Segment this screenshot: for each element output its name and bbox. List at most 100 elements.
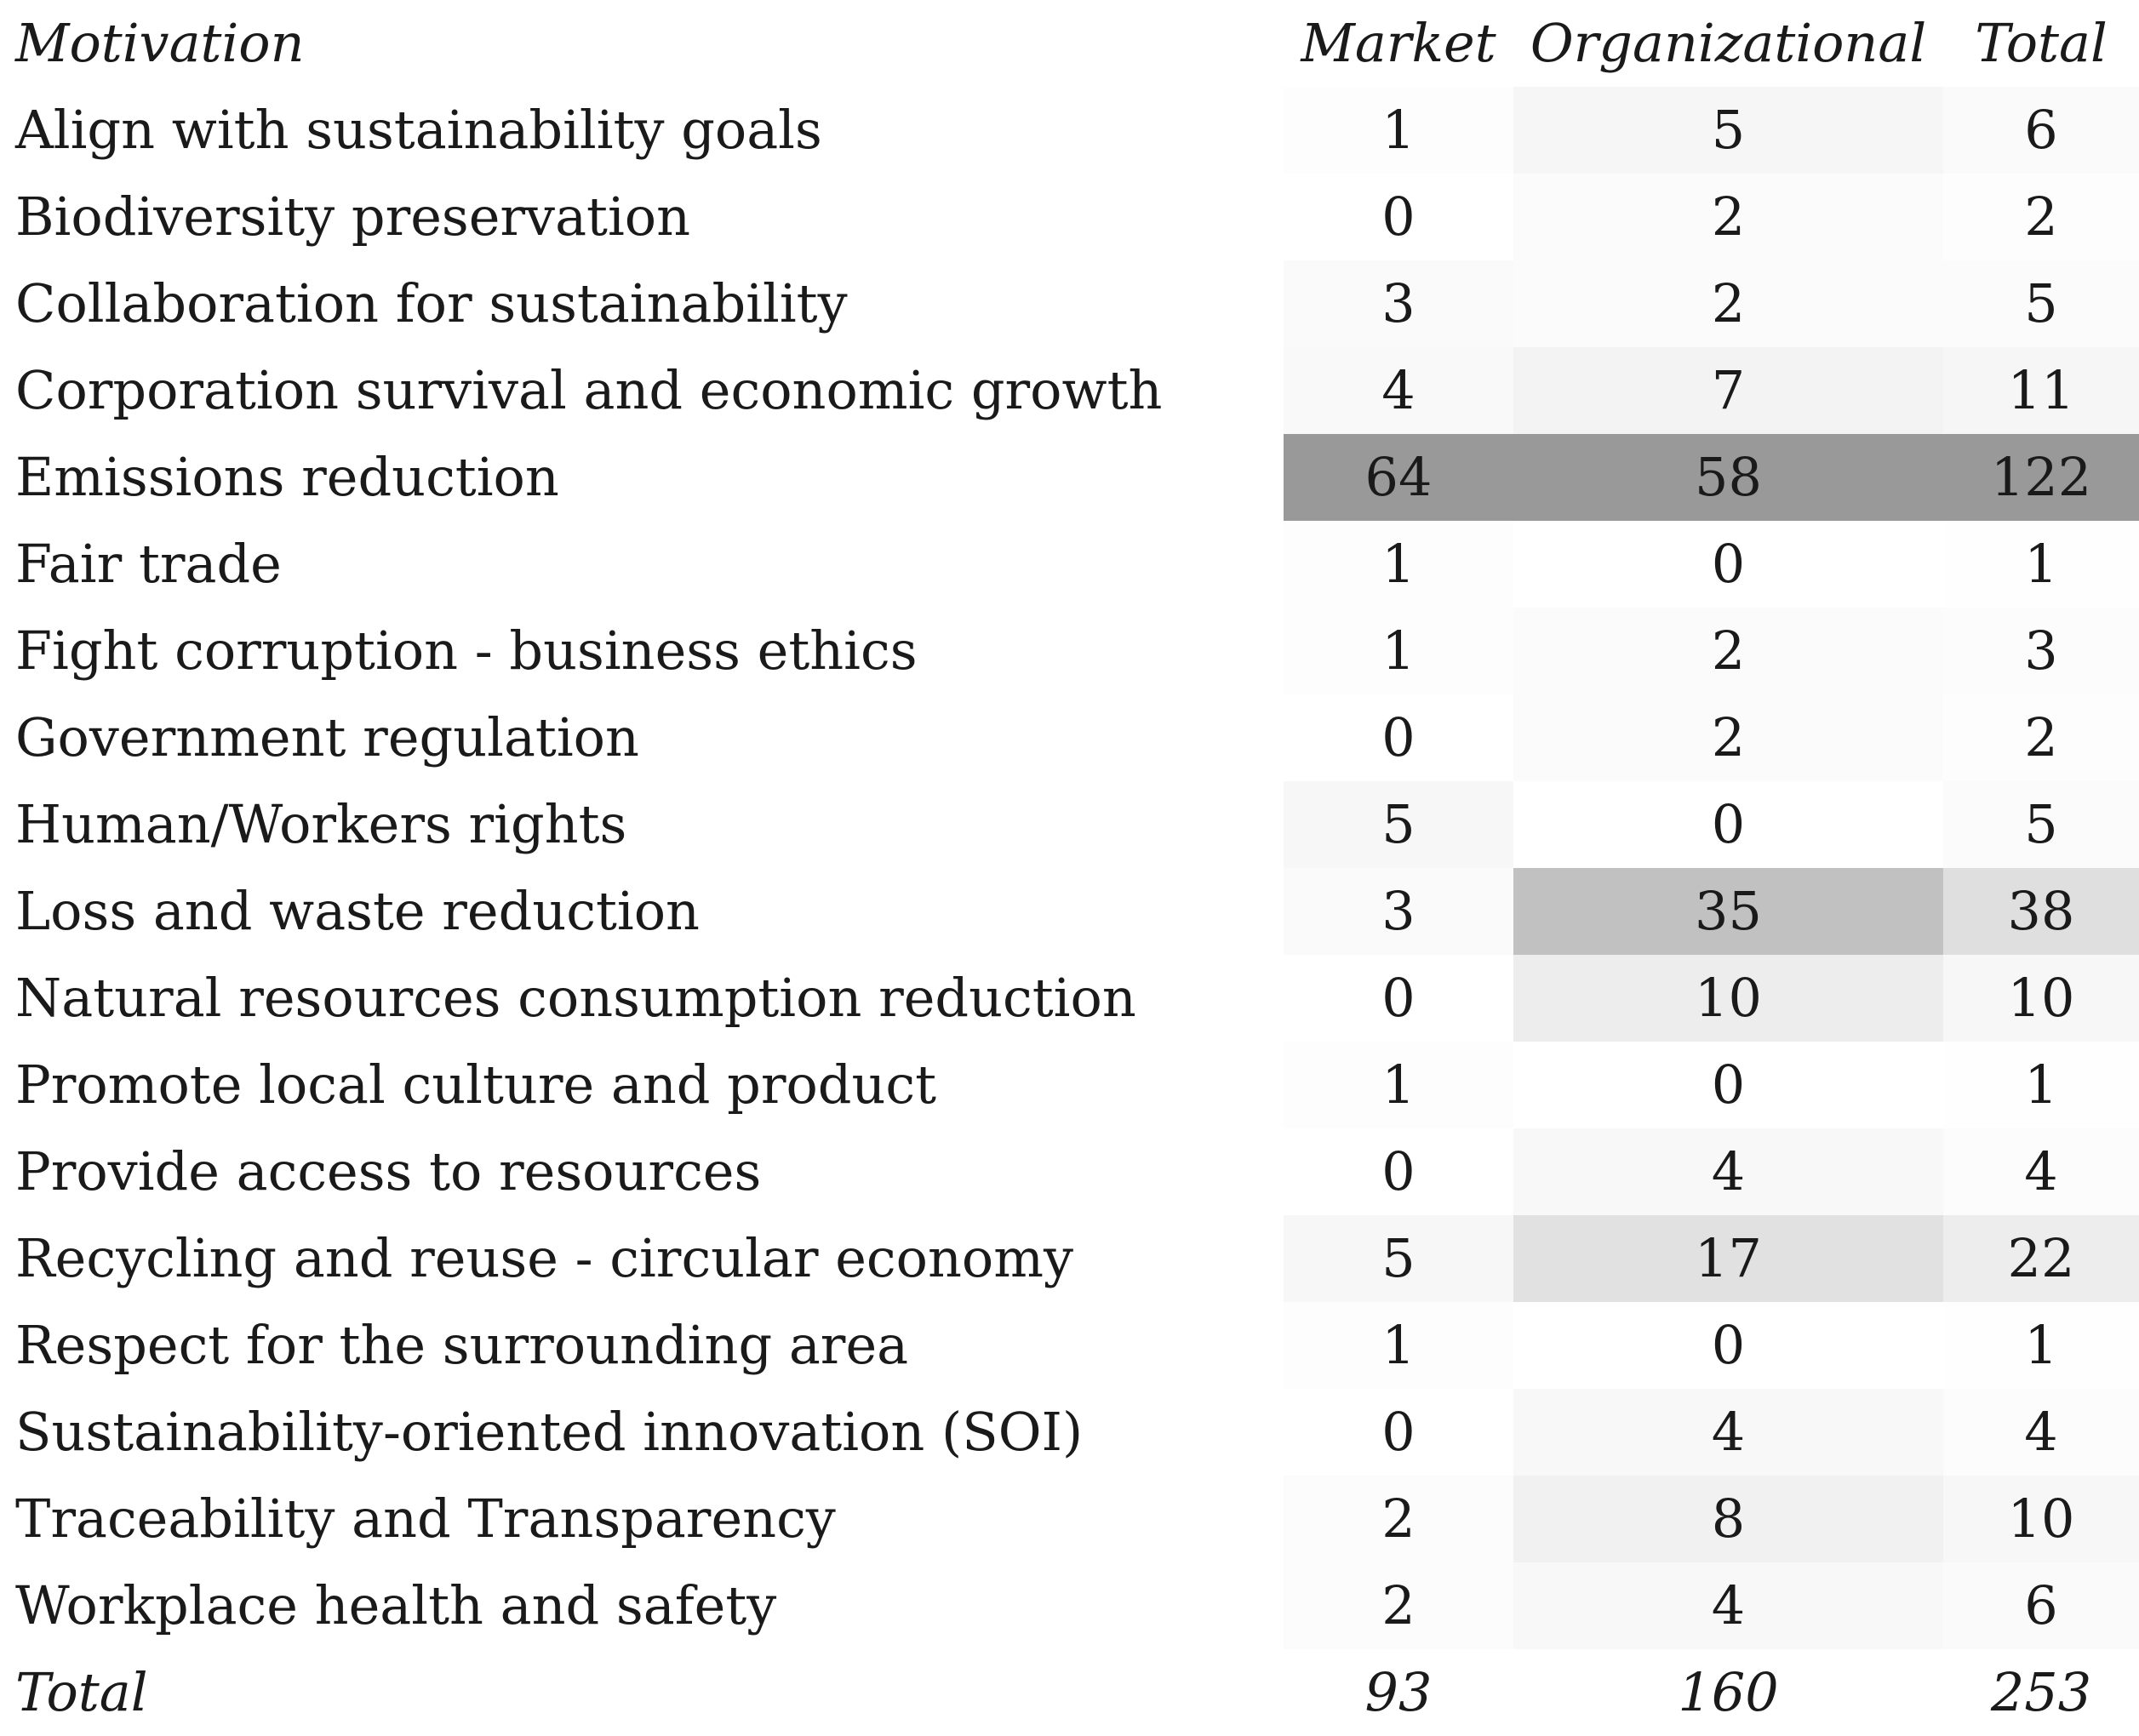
total-value-cell: 5 [1943, 781, 2139, 868]
column-header-market: Market [1301, 12, 1496, 74]
organizational-value-cell: 4 [1513, 1389, 1943, 1476]
table-row: Collaboration for sustainability 3 2 5 [0, 260, 2139, 347]
market-value-cell: 4 [1284, 347, 1513, 434]
motivation-label: Recycling and reuse - circular economy [15, 1227, 1074, 1289]
total-value-cell: 11 [1943, 347, 2139, 434]
table-row: Traceability and Transparency 2 8 10 [0, 1476, 2139, 1562]
market-value-cell: 1 [1284, 87, 1513, 174]
table-row: Recycling and reuse - circular economy 5 1… [0, 1215, 2139, 1302]
total-value-cell: 22 [1943, 1215, 2139, 1302]
market-value-cell: 3 [1284, 260, 1513, 347]
motivation-label: Natural resources consumption reduction [15, 967, 1136, 1029]
total-value-cell: 1 [1943, 1042, 2139, 1128]
totals-row: Total 93 160 253 [0, 1649, 2139, 1736]
table-row: Align with sustainability goals 1 5 6 [0, 87, 2139, 174]
organizational-value-cell: 0 [1513, 1042, 1943, 1128]
organizational-value-cell: 5 [1513, 87, 1943, 174]
total-organizational-value: 160 [1678, 1661, 1779, 1723]
market-value-cell: 5 [1284, 1215, 1513, 1302]
motivation-label: Loss and waste reduction [15, 880, 700, 942]
organizational-value-cell: 4 [1513, 1562, 1943, 1649]
organizational-value-cell: 0 [1513, 781, 1943, 868]
market-value-cell: 1 [1284, 1042, 1513, 1128]
motivation-label: Fight corruption - business ethics [15, 620, 918, 682]
market-value-cell: 2 [1284, 1562, 1513, 1649]
organizational-value-cell: 2 [1513, 608, 1943, 694]
market-value-cell: 0 [1284, 174, 1513, 260]
organizational-value-cell: 7 [1513, 347, 1943, 434]
market-value-cell: 1 [1284, 1302, 1513, 1389]
column-header-organizational: Organizational [1530, 12, 1927, 74]
column-header-total: Total [1975, 12, 2108, 74]
table-row: Government regulation 0 2 2 [0, 694, 2139, 781]
total-value-cell: 38 [1943, 868, 2139, 955]
table-row: Human/Workers rights 5 0 5 [0, 781, 2139, 868]
table-row: Natural resources consumption reduction 0… [0, 955, 2139, 1042]
total-value-cell: 1 [1943, 521, 2139, 608]
total-value-cell: 122 [1943, 434, 2139, 521]
column-header-motivation: Motivation [15, 12, 305, 74]
table-row: Loss and waste reduction 3 35 38 [0, 868, 2139, 955]
market-value-cell: 1 [1284, 521, 1513, 608]
motivation-label: Promote local culture and product [15, 1054, 937, 1116]
motivation-label: Biodiversity preservation [15, 186, 691, 248]
table-row: Sustainability-oriented innovation (SOI)… [0, 1389, 2139, 1476]
market-value-cell: 0 [1284, 1389, 1513, 1476]
market-value-cell: 0 [1284, 1128, 1513, 1215]
market-value-cell: 0 [1284, 694, 1513, 781]
motivation-label: Traceability and Transparency [15, 1488, 836, 1550]
organizational-value-cell: 0 [1513, 521, 1943, 608]
table-row: Promote local culture and product 1 0 1 [0, 1042, 2139, 1128]
organizational-value-cell: 35 [1513, 868, 1943, 955]
motivation-label: Align with sustainability goals [15, 99, 822, 161]
motivation-label: Sustainability-oriented innovation (SOI) [15, 1401, 1084, 1463]
motivation-label: Provide access to resources [15, 1140, 762, 1202]
total-value-cell: 3 [1943, 608, 2139, 694]
organizational-value-cell: 2 [1513, 694, 1943, 781]
motivation-label: Human/Workers rights [15, 793, 627, 855]
table-row: Fair trade 1 0 1 [0, 521, 2139, 608]
total-overall-value: 253 [1990, 1661, 2092, 1723]
organizational-value-cell: 0 [1513, 1302, 1943, 1389]
organizational-value-cell: 17 [1513, 1215, 1943, 1302]
motivation-label: Corporation survival and economic growth [15, 359, 1163, 421]
total-market-value: 93 [1364, 1661, 1433, 1723]
table-body: Align with sustainability goals 1 5 6 Biodiv… [0, 87, 2139, 1649]
motivation-label: Workplace health and safety [15, 1574, 777, 1636]
table-header-row: Motivation Market Organizational Total [0, 0, 2139, 87]
total-value-cell: 5 [1943, 260, 2139, 347]
organizational-value-cell: 58 [1513, 434, 1943, 521]
organizational-value-cell: 8 [1513, 1476, 1943, 1562]
table-row: Provide access to resources 0 4 4 [0, 1128, 2139, 1215]
table-row: Workplace health and safety 2 4 6 [0, 1562, 2139, 1649]
market-value-cell: 64 [1284, 434, 1513, 521]
motivation-label: Respect for the surrounding area [15, 1314, 909, 1376]
motivation-label: Emissions reduction [15, 446, 559, 508]
motivation-label: Fair trade [15, 533, 282, 595]
total-value-cell: 2 [1943, 174, 2139, 260]
total-value-cell: 10 [1943, 955, 2139, 1042]
motivation-label: Government regulation [15, 706, 639, 768]
total-value-cell: 4 [1943, 1389, 2139, 1476]
total-value-cell: 10 [1943, 1476, 2139, 1562]
organizational-value-cell: 2 [1513, 260, 1943, 347]
market-value-cell: 3 [1284, 868, 1513, 955]
table-row: Fight corruption - business ethics 1 2 3 [0, 608, 2139, 694]
motivation-label: Collaboration for sustainability [15, 272, 848, 334]
total-value-cell: 6 [1943, 87, 2139, 174]
market-value-cell: 2 [1284, 1476, 1513, 1562]
organizational-value-cell: 4 [1513, 1128, 1943, 1215]
market-value-cell: 0 [1284, 955, 1513, 1042]
organizational-value-cell: 10 [1513, 955, 1943, 1042]
total-value-cell: 6 [1943, 1562, 2139, 1649]
table-row: Respect for the surrounding area 1 0 1 [0, 1302, 2139, 1389]
table-row: Corporation survival and economic growth… [0, 347, 2139, 434]
total-value-cell: 4 [1943, 1128, 2139, 1215]
organizational-value-cell: 2 [1513, 174, 1943, 260]
table-row: Emissions reduction 64 58 122 [0, 434, 2139, 521]
market-value-cell: 1 [1284, 608, 1513, 694]
market-value-cell: 5 [1284, 781, 1513, 868]
total-value-cell: 1 [1943, 1302, 2139, 1389]
table-row: Biodiversity preservation 0 2 2 [0, 174, 2139, 260]
